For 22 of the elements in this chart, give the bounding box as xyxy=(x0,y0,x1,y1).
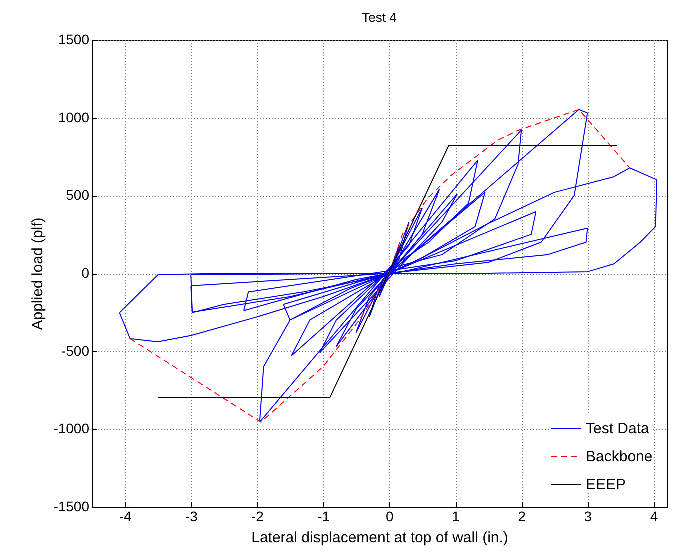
x-tick-label: -4 xyxy=(119,508,132,524)
legend-label: EEEP xyxy=(586,476,626,494)
y-tick-label: 0 xyxy=(82,265,90,281)
y-tick-label: 500 xyxy=(66,187,90,204)
x-axis-title: Lateral displacement at top of wall (in.) xyxy=(252,530,508,546)
x-tick-label: 2 xyxy=(518,508,526,524)
x-tick-label: -3 xyxy=(185,508,198,524)
x-tick-label: -2 xyxy=(252,508,264,524)
y-tick-label: 1000 xyxy=(58,109,90,126)
legend-label: Test Data xyxy=(586,420,650,438)
x-tick-label: 4 xyxy=(650,508,658,524)
legend-label: Backbone xyxy=(586,448,653,466)
x-tick-label: -1 xyxy=(318,508,330,524)
y-tick-label: -1500 xyxy=(54,498,90,514)
chart-title: Test 4 xyxy=(362,10,397,25)
y-tick-label: 1500 xyxy=(58,32,90,48)
y-tick-label: -1000 xyxy=(54,420,90,437)
x-tick-label: 0 xyxy=(386,508,394,524)
x-tick-label: 1 xyxy=(452,508,460,524)
x-tick-label: 3 xyxy=(584,508,592,524)
y-tick-label: -500 xyxy=(61,342,90,359)
y-axis-title: Applied load (plf) xyxy=(30,218,47,330)
